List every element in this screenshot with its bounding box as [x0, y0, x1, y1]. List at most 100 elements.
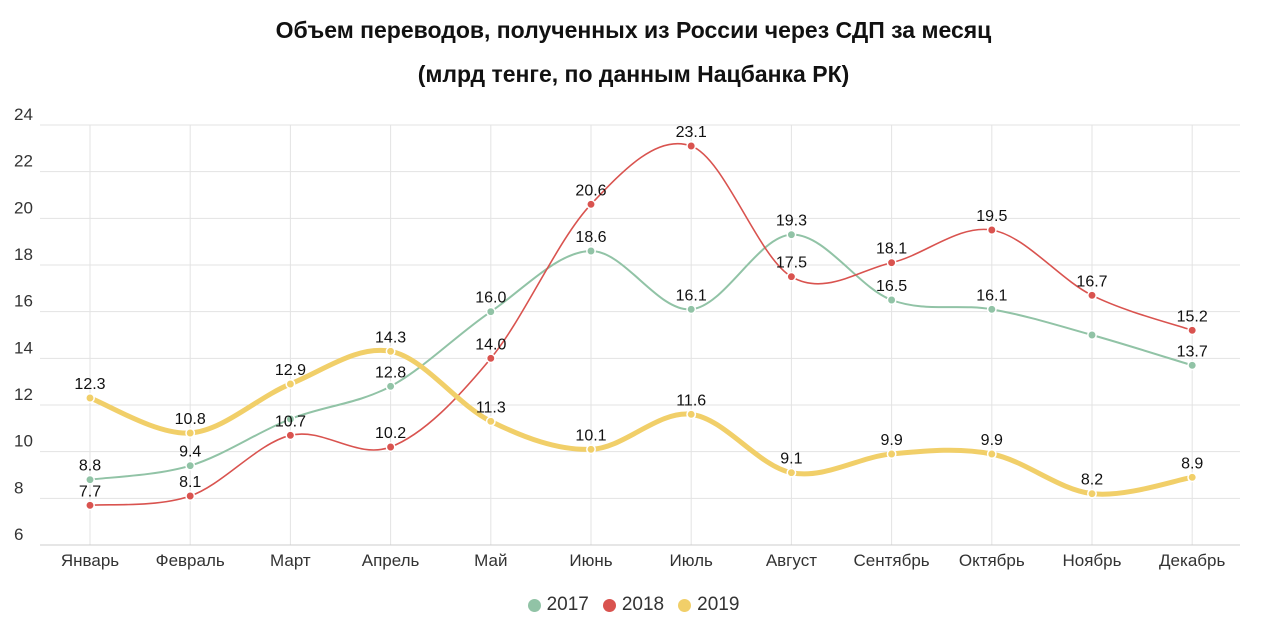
data-label-2018-9: 19.5	[976, 208, 1007, 225]
series-line-2018	[89, 142, 1193, 507]
data-label-2018-6: 23.1	[676, 124, 707, 141]
point-2018-2	[285, 430, 296, 441]
point-2018-11	[1187, 325, 1198, 336]
data-label-2018-5: 20.6	[575, 182, 606, 199]
legend-label: 2017	[546, 594, 589, 615]
y-tick-label-16: 16	[14, 292, 33, 311]
point-2018-3	[385, 442, 396, 452]
data-label-2018-0: 7.7	[79, 483, 101, 500]
point-2019-4	[485, 416, 496, 427]
data-label-2018-11: 15.2	[1177, 308, 1208, 325]
data-label-2018-10: 16.7	[1076, 273, 1107, 290]
x-tick-label-10: Ноябрь	[1063, 551, 1122, 570]
y-tick-label-14: 14	[14, 338, 33, 357]
data-label-2017-8: 16.5	[876, 278, 907, 295]
x-tick-label-6: Июль	[670, 551, 714, 570]
x-tick-label-11: Декабрь	[1159, 551, 1225, 570]
data-label-2019-1: 10.8	[175, 411, 206, 428]
x-tick-label-7: Август	[766, 551, 817, 570]
point-2018-5	[586, 199, 596, 210]
data-label-2018-4: 14.0	[475, 336, 506, 353]
point-2017-10	[1087, 330, 1097, 340]
point-2017-6	[686, 304, 697, 315]
y-tick-label-10: 10	[14, 432, 33, 451]
data-label-2019-0: 12.3	[74, 376, 105, 393]
point-2019-9	[986, 449, 997, 459]
point-2018-8	[886, 257, 897, 268]
point-2017-7	[786, 229, 797, 240]
point-2019-0	[85, 393, 95, 403]
x-tick-label-8: Сентябрь	[854, 551, 930, 570]
point-2017-4	[485, 306, 496, 317]
data-label-2019-4: 11.3	[476, 399, 506, 416]
series-line-2017	[89, 233, 1194, 481]
point-2019-8	[886, 449, 897, 459]
data-label-2019-10: 8.2	[1081, 472, 1103, 489]
y-tick-label-24: 24	[14, 105, 33, 124]
y-tick-label-6: 6	[14, 525, 23, 544]
point-2018-7	[786, 271, 797, 282]
point-2019-6	[686, 409, 697, 420]
point-2017-3	[385, 381, 396, 392]
chart-subtitle: (млрд тенге, по данным Нацбанка РК)	[417, 61, 850, 87]
x-tick-label-3: Апрель	[362, 551, 420, 570]
data-label-2019-2: 12.9	[275, 362, 306, 379]
x-tick-label-0: Январь	[61, 551, 119, 570]
point-2017-5	[586, 246, 596, 256]
y-tick-label-18: 18	[14, 245, 33, 264]
data-label-2017-7: 19.3	[776, 213, 807, 230]
point-2017-1	[185, 460, 196, 471]
data-label-2017-3: 12.8	[375, 364, 406, 381]
point-2019-3	[385, 346, 396, 357]
data-label-2017-5: 18.6	[575, 229, 606, 246]
point-2018-9	[986, 225, 997, 235]
legend-item-2017[interactable]: 2017	[527, 594, 589, 616]
data-label-2019-7: 9.1	[780, 451, 802, 468]
data-label-2017-1: 9.4	[179, 444, 201, 461]
data-label-2017-4: 16.0	[475, 290, 506, 307]
legend-dot-icon	[678, 598, 692, 612]
data-label-2019-9: 9.9	[981, 432, 1003, 449]
point-2018-10	[1087, 290, 1097, 301]
legend-item-2019[interactable]: 2019	[678, 594, 739, 616]
data-label-2017-9: 16.1	[976, 287, 1007, 304]
data-label-2017-6: 16.1	[676, 287, 707, 304]
legend-dot-icon	[527, 598, 541, 612]
point-2019-7	[786, 467, 797, 478]
point-2019-1	[185, 428, 196, 438]
data-label-2017-0: 8.8	[79, 458, 101, 475]
point-2018-0	[85, 500, 95, 511]
point-2019-11	[1187, 472, 1198, 483]
data-label-2019-5: 10.1	[575, 427, 606, 444]
point-2017-2	[285, 414, 296, 424]
data-label-2018-7: 17.5	[776, 255, 807, 272]
data-label-2019-6: 11.6	[676, 392, 706, 409]
data-label-2018-3: 10.2	[375, 425, 406, 442]
data-label-2019-11: 8.9	[1181, 455, 1203, 472]
data-label-2019-3: 14.3	[375, 329, 406, 346]
point-2018-4	[485, 353, 496, 364]
y-tick-label-8: 8	[14, 478, 23, 497]
point-2018-6	[686, 141, 697, 151]
x-tick-label-2: Март	[270, 551, 311, 570]
point-2017-9	[986, 304, 997, 315]
legend-item-2018[interactable]: 2018	[602, 594, 665, 616]
point-2018-1	[185, 491, 196, 501]
data-label-2018-1: 8.1	[179, 474, 201, 491]
x-tick-label-4: Май	[474, 551, 507, 570]
point-2019-2	[285, 379, 296, 389]
point-2017-8	[886, 295, 897, 305]
point-2017-0	[85, 474, 95, 485]
y-tick-label-22: 22	[14, 152, 33, 171]
data-label-2019-8: 9.9	[880, 432, 902, 449]
series-line-2019	[87, 347, 1195, 497]
data-label-2017-11: 13.7	[1177, 343, 1208, 360]
point-2017-11	[1187, 360, 1198, 371]
point-2019-10	[1087, 488, 1097, 499]
chart-title: Объем переводов, полученных из России че…	[275, 17, 992, 43]
legend-label: 2018	[621, 594, 665, 615]
y-tick-label-20: 20	[14, 198, 33, 217]
x-tick-label-9: Октябрь	[959, 551, 1025, 570]
